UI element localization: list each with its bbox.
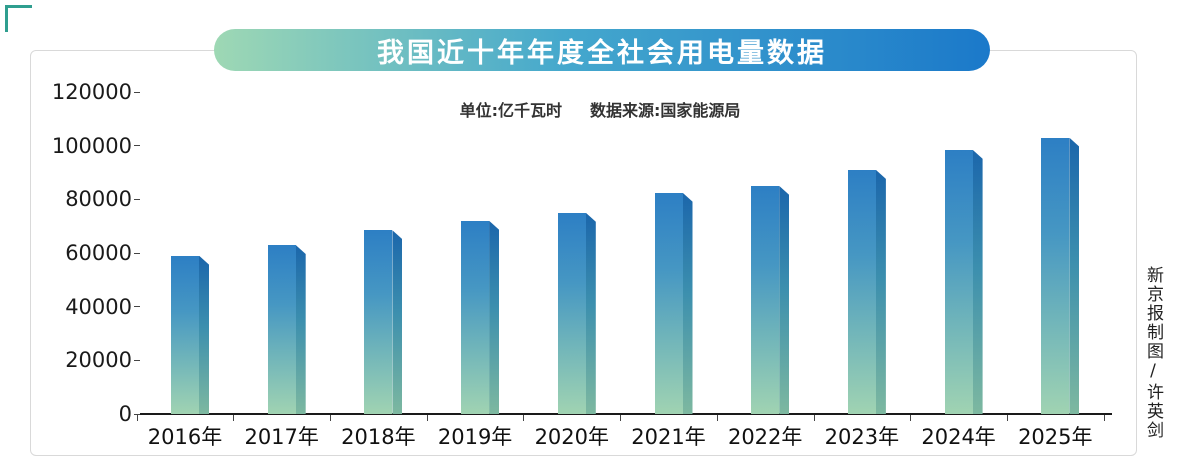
bar-side-face	[489, 220, 500, 414]
y-axis-label: 0	[118, 402, 132, 426]
x-axis-tick	[620, 415, 622, 421]
y-axis-tick	[134, 306, 140, 308]
bar-front-face	[944, 149, 973, 414]
bar-front-face	[364, 230, 393, 414]
bar-side-face	[295, 244, 306, 414]
y-axis-label: 120000	[51, 80, 132, 104]
x-axis-label: 2021年	[631, 425, 706, 449]
bar-side-face	[585, 212, 596, 414]
bar-front-face	[847, 169, 876, 414]
bar-front-face	[267, 244, 296, 414]
y-axis-tick	[134, 145, 140, 147]
chart-title: 我国近十年年度全社会用电量数据	[377, 37, 827, 69]
x-axis-baseline	[140, 413, 1112, 415]
bar-2019年	[461, 220, 500, 414]
bar-2020年	[557, 212, 596, 414]
bar-2025年	[1041, 137, 1080, 414]
y-axis-label: 20000	[65, 348, 132, 373]
y-axis-tick	[134, 359, 140, 361]
bar-front-face	[171, 255, 199, 414]
x-axis-label: 2022年	[727, 425, 803, 449]
x-axis-tick	[1103, 415, 1105, 421]
x-axis-tick	[136, 415, 138, 421]
bar-front-face	[557, 212, 586, 414]
y-axis-tick	[134, 91, 140, 93]
y-axis-label: 100000	[51, 133, 132, 158]
x-axis-tick	[330, 415, 332, 421]
bar-2018年	[364, 230, 403, 414]
bar-front-face	[751, 185, 780, 414]
y-axis-tick	[134, 198, 140, 200]
bar-side-face	[875, 169, 886, 414]
unit-label: 单位:亿千瓦时	[459, 101, 562, 120]
y-axis-label: 40000	[65, 294, 132, 319]
x-axis-label: 2024年	[921, 425, 996, 449]
x-axis-tick	[813, 415, 815, 421]
x-axis-label: 2020年	[534, 425, 610, 449]
bar-2021年	[654, 192, 693, 414]
x-axis-tick	[233, 415, 235, 421]
x-axis-tick	[1006, 415, 1008, 421]
x-axis-label: 2017年	[244, 425, 319, 449]
x-axis-tick	[523, 415, 525, 421]
y-axis-label: 80000	[65, 187, 132, 212]
x-axis-label: 2025年	[1018, 425, 1093, 449]
bar-2017年	[267, 244, 306, 414]
x-axis-tick	[426, 415, 428, 421]
bar-side-face	[1069, 137, 1080, 414]
x-axis-label: 2019年	[437, 425, 513, 449]
bar-front-face	[1041, 137, 1070, 414]
bar-front-face	[461, 220, 490, 414]
x-axis-tick	[716, 415, 718, 421]
x-axis-label: 2016年	[147, 425, 223, 449]
x-axis-label: 2018年	[341, 425, 416, 449]
bar-front-face	[654, 192, 683, 414]
bar-2022年	[751, 185, 790, 414]
bar-2023年	[847, 169, 886, 414]
chart-subtitle: 单位:亿千瓦时 数据来源:国家能源局	[0, 97, 1200, 121]
y-axis-tick	[134, 252, 140, 254]
bar-side-face	[392, 230, 403, 414]
corner-mark	[5, 5, 32, 32]
bar-side-face	[682, 192, 693, 414]
x-axis-label: 2023年	[824, 425, 900, 449]
bar-side-face	[199, 255, 209, 414]
x-axis-tick	[910, 415, 912, 421]
y-axis-label: 60000	[65, 241, 132, 265]
bar-side-face	[972, 149, 983, 414]
y-axis-tick	[134, 413, 140, 415]
bar-2024年	[944, 149, 983, 414]
source-label: 数据来源:国家能源局	[590, 101, 741, 120]
bar-side-face	[779, 185, 790, 414]
chart-title-banner: 我国近十年年度全社会用电量数据	[214, 29, 990, 71]
credit-vertical-text: 新京报制图/许英剑	[1143, 266, 1163, 440]
bar-2016年	[171, 255, 209, 414]
